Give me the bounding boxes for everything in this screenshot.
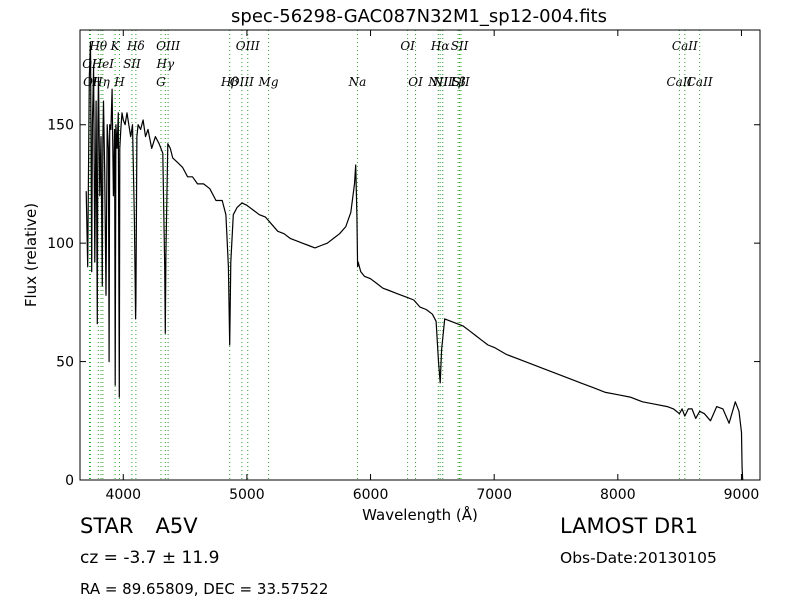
x-axis-label: Wavelength (Å) (362, 505, 478, 524)
x-tick-label: 5000 (229, 487, 265, 503)
line-marker-label: CaII (687, 75, 713, 89)
y-axis-label: Flux (relative) (22, 203, 40, 307)
line-marker-label: HeI (91, 57, 115, 71)
line-marker-label: Hα (430, 39, 450, 53)
line-marker-label: OIII (236, 39, 260, 53)
line-marker-label: H (113, 75, 125, 89)
line-marker-label: SII (123, 57, 141, 71)
survey-name: LAMOST DR1 (560, 514, 699, 538)
line-marker-label: Mg (258, 75, 279, 89)
line-marker-label: SII (451, 39, 469, 53)
x-tick-label: 4000 (105, 487, 141, 503)
line-marker-label: SII (452, 75, 470, 89)
line-marker-label: OI (408, 75, 423, 89)
coordinates-text: RA = 89.65809, DEC = 33.57522 (80, 580, 329, 598)
y-tick-label: 50 (56, 355, 74, 371)
line-marker-label: Hβ (220, 75, 238, 89)
y-tick-label: 0 (65, 473, 74, 489)
line-marker-label: Na (348, 75, 367, 89)
line-marker-label: CaII (672, 39, 698, 53)
line-marker-label: Hγ (155, 57, 174, 71)
line-marker-label: Lβ (450, 75, 466, 89)
classification: STAR A5V (80, 514, 198, 538)
line-marker-label: Hη (91, 75, 110, 89)
x-tick-label: 9000 (724, 487, 760, 503)
y-tick-label: 100 (47, 236, 74, 252)
y-tick-label: 150 (47, 118, 74, 134)
subclass: A5V (155, 514, 198, 538)
line-marker-label: OIII (156, 39, 180, 53)
line-marker-label: CaII (666, 75, 692, 89)
observation-date: Obs-Date:20130105 (560, 549, 717, 567)
axis-ticks: 4000 5000 6000 7000 8000 9000 0 50 100 150 (47, 30, 760, 503)
object-class: STAR (80, 514, 134, 538)
x-tick-label: 6000 (353, 487, 389, 503)
line-marker-label: NII (427, 75, 448, 89)
redshift-text: cz = -3.7 ± 11.9 (80, 548, 220, 568)
line-marker-label: Hθ (88, 39, 107, 53)
line-marker-label: K (110, 39, 121, 53)
line-markers (89, 30, 701, 480)
line-marker-label: OIII (230, 75, 254, 89)
line-marker-label: OI (400, 39, 415, 53)
plot-frame (79, 29, 761, 481)
x-tick-label: 8000 (600, 487, 636, 503)
chart-title: spec-56298-GAC087N32M1_sp12-004.fits (231, 6, 607, 27)
line-marker-label: NII (432, 75, 453, 89)
line-marker-label: Hδ (126, 39, 145, 53)
line-marker-label: G (156, 75, 166, 89)
x-tick-label: 7000 (476, 487, 512, 503)
series-line (85, 41, 744, 481)
